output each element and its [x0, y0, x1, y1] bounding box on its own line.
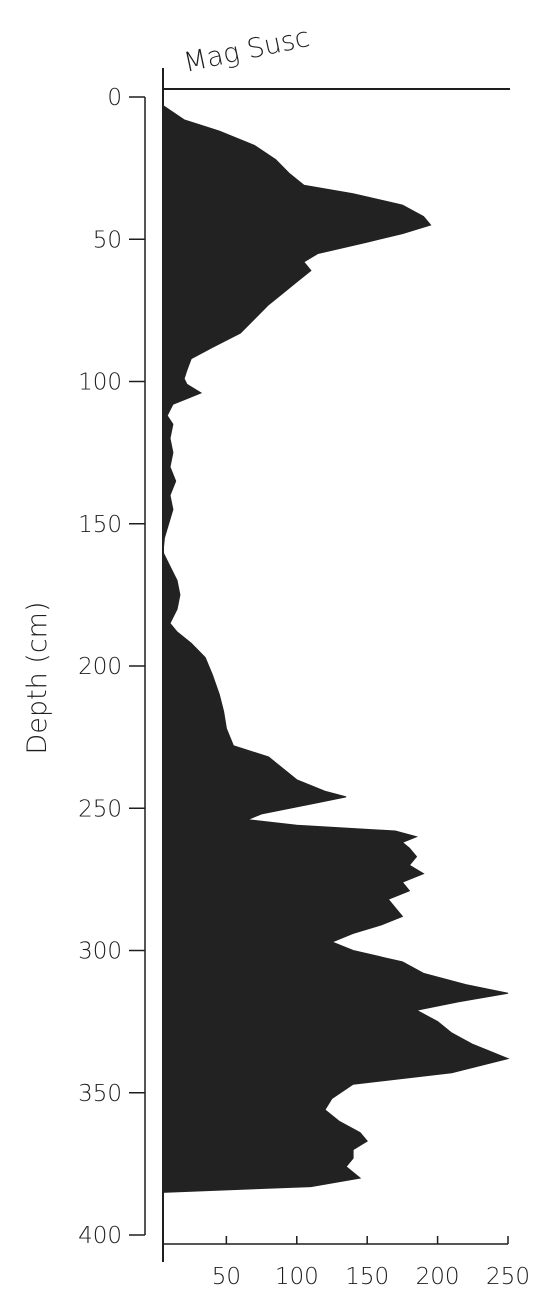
- data-area: [162, 104, 510, 1193]
- y-tick-label: 0: [107, 85, 122, 111]
- x-tick-label: 100: [275, 1264, 319, 1290]
- x-tick-label: 50: [212, 1264, 241, 1290]
- chart-title: Mag Susc: [181, 22, 312, 79]
- axes: 0 50 100 150 200 250 300 350 400 50 100 150 200 250: [78, 68, 530, 1290]
- y-tick-label: 100: [78, 370, 122, 396]
- y-tick-label: 350: [78, 1081, 122, 1107]
- x-tick-label: 250: [486, 1264, 530, 1290]
- y-tick-label: 150: [78, 512, 122, 538]
- y-tick-label: 300: [78, 939, 122, 965]
- y-tick-label: 200: [78, 654, 122, 680]
- y-tick-label: 50: [93, 227, 122, 253]
- y-tick-label: 400: [78, 1223, 122, 1249]
- mag-susc-area: [162, 104, 510, 1193]
- x-tick-label: 200: [416, 1264, 460, 1290]
- x-tick-label: 150: [345, 1264, 389, 1290]
- y-axis-title: Depth (cm): [22, 601, 53, 754]
- y-tick-label: 250: [78, 796, 122, 822]
